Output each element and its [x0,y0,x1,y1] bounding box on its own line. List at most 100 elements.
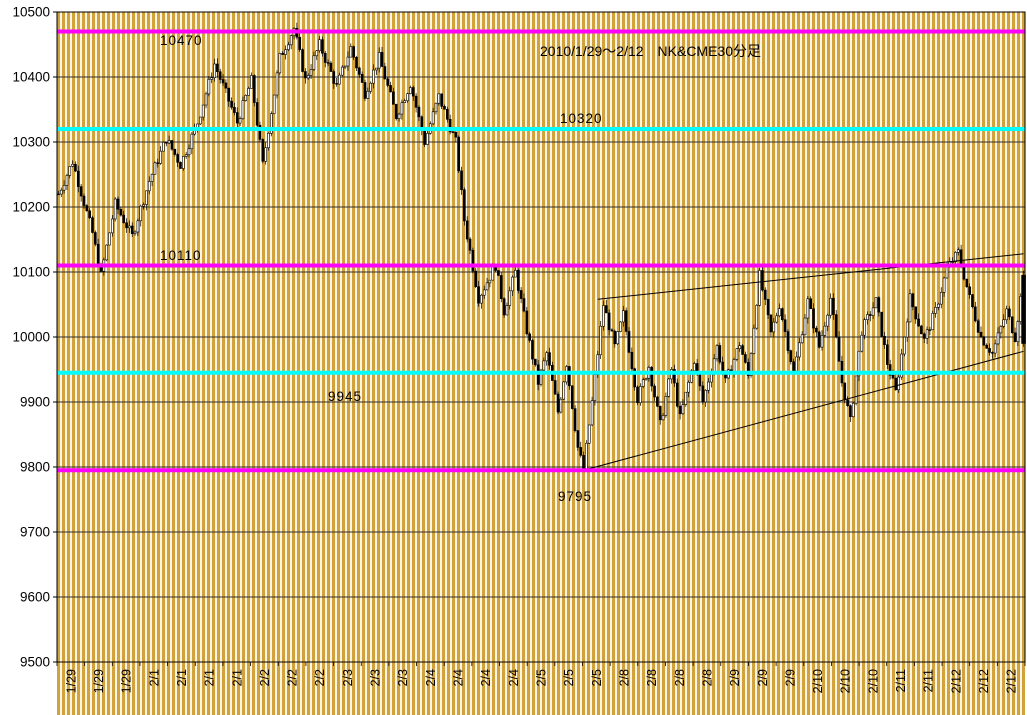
candle-body [372,69,375,84]
candle-body [877,297,881,313]
y-axis-label: 10300 [12,135,50,150]
candle-body [281,53,284,55]
candle-body [644,377,648,381]
candle-body [480,294,483,304]
x-axis-label: 1/29 [92,669,106,693]
candle-body [582,455,585,471]
candle-body [857,350,861,377]
x-axis-label: 2/5 [562,669,576,686]
candle-body [318,39,321,52]
candle-body [942,277,946,293]
candle-body [460,170,463,191]
candle-body [508,290,512,306]
x-axis-label: 2/12 [1005,669,1019,693]
candle-body [111,218,114,234]
candle-body [795,356,798,372]
candle-body [880,311,883,337]
candle-body [287,44,290,50]
candle-body [477,286,480,304]
candle-body [633,368,636,388]
candle-body [715,345,719,360]
candle-body [519,290,523,299]
candle-body [863,319,866,336]
candle-body [871,307,875,316]
candle-body [894,377,898,391]
candle-body [145,190,148,205]
candle-body [213,63,216,78]
candle-body [247,88,250,96]
candle-body [755,305,759,329]
candle-body [358,67,361,75]
candle-body [798,342,801,358]
candle-body [622,310,625,323]
candle-body [732,359,736,373]
candle-body [522,298,526,312]
candle-body [568,366,571,387]
candle-body [673,369,676,384]
candle-body [417,107,421,118]
candle-body [210,77,214,80]
candle-body [321,39,324,54]
candle-body [196,123,199,128]
candle-body [94,232,97,245]
candle-body [528,333,531,341]
candle-body [846,399,849,406]
candle-body [309,69,313,76]
candle-body [179,162,182,169]
candle-body [931,313,935,331]
candle-body [79,186,83,197]
candle-body [664,396,668,416]
candle-body [604,305,608,314]
candle-body [945,266,949,279]
candle-body [315,50,319,57]
x-axis-label: 1/29 [64,669,78,693]
candle-body [440,93,443,107]
candle-body [244,95,248,101]
candle-body [883,335,886,346]
candle-body [684,391,688,406]
candle-body [250,75,253,89]
candle-body [778,308,781,317]
candle-body [823,325,827,336]
y-axis-label: 9600 [20,590,50,605]
candle-body [587,424,591,444]
candle-body [903,336,906,355]
candle-body [531,340,534,360]
candle-body [690,370,693,383]
plot-border [56,11,1026,663]
y-axis-label: 10200 [12,200,50,215]
candle-body [230,100,233,108]
candle-body [678,405,682,415]
candle-body [366,90,370,99]
x-axis-label: 2/8 [645,669,659,686]
candle-body [369,82,372,92]
candle-body [968,286,971,295]
y-axis-label: 9500 [20,655,50,670]
candle-body [752,327,756,354]
candle-body [570,385,574,409]
candle-body [849,405,852,417]
x-axis-label: 2/2 [313,669,327,686]
candle-body [150,173,154,182]
candle-body [343,65,347,68]
y-axis-label: 9900 [20,395,50,410]
candle-body [559,398,563,413]
candle-body [800,334,804,344]
candle-body [780,308,784,321]
candle-body [352,46,355,58]
candle-body [744,354,747,363]
candle-body [738,345,742,349]
candle-body [511,276,514,292]
candle-body [457,136,460,172]
candle-body [979,331,983,338]
candle-body [934,307,937,314]
candle-body [255,102,259,126]
candle-body [406,93,409,102]
level-label-9945: 9945 [328,389,362,404]
candle-body [971,294,974,308]
candle-body [832,297,835,315]
candle-body [505,305,509,316]
candle-body [1016,321,1020,342]
candle-body [468,238,472,251]
candle-body [224,82,228,89]
